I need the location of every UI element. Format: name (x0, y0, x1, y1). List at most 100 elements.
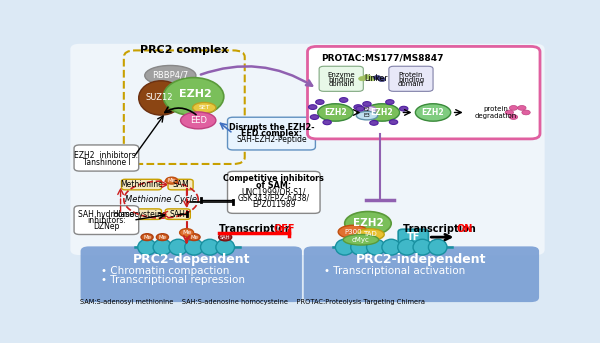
Ellipse shape (200, 239, 219, 255)
Circle shape (354, 105, 362, 109)
Ellipse shape (364, 104, 400, 121)
Ellipse shape (428, 239, 447, 255)
Circle shape (359, 76, 366, 81)
Ellipse shape (413, 239, 431, 255)
Text: PRC2 complex: PRC2 complex (140, 45, 229, 56)
Text: SAM:S-adenosyl methionine    SAH:S-adenosine homocysteine    PROTAC:Proteolysis : SAM:S-adenosyl methionine SAH:S-adenosin… (80, 299, 425, 305)
Circle shape (400, 106, 408, 111)
Ellipse shape (216, 239, 235, 255)
Text: Me: Me (158, 235, 166, 240)
Text: Me: Me (143, 235, 151, 240)
Circle shape (310, 115, 319, 119)
Ellipse shape (382, 239, 401, 255)
Text: UNC1999/OR-S1/: UNC1999/OR-S1/ (242, 187, 306, 196)
Ellipse shape (163, 78, 224, 116)
Text: of SAM:: of SAM: (256, 181, 292, 190)
Ellipse shape (343, 235, 379, 245)
Text: GSK343/EPZ-6438/: GSK343/EPZ-6438/ (238, 193, 310, 203)
Circle shape (316, 100, 324, 104)
Circle shape (518, 106, 526, 110)
Text: SAH: SAH (220, 235, 230, 240)
Text: EZH2: EZH2 (179, 89, 211, 99)
Ellipse shape (138, 239, 157, 255)
Text: Protein: Protein (399, 72, 423, 79)
Circle shape (509, 106, 518, 110)
Ellipse shape (351, 239, 370, 255)
FancyBboxPatch shape (165, 209, 190, 220)
Text: binding: binding (398, 77, 424, 83)
Text: inhibitors:: inhibitors: (87, 216, 126, 225)
Circle shape (505, 110, 514, 115)
Text: SAH: SAH (170, 210, 186, 218)
Circle shape (340, 98, 348, 102)
Circle shape (522, 110, 530, 115)
Text: • Transcriptional repression: • Transcriptional repression (101, 275, 245, 285)
Circle shape (389, 120, 398, 125)
Text: RBBP4/7: RBBP4/7 (152, 71, 188, 80)
Circle shape (378, 77, 386, 82)
FancyBboxPatch shape (308, 46, 540, 139)
Circle shape (218, 234, 232, 241)
Text: Transcription: Transcription (403, 224, 479, 234)
Text: Homocysteine: Homocysteine (112, 210, 166, 218)
Text: • Transcriptional activation: • Transcriptional activation (324, 266, 465, 276)
Text: EZH2: EZH2 (422, 108, 445, 117)
Text: domain: domain (328, 82, 354, 87)
FancyBboxPatch shape (74, 145, 139, 171)
Text: cMyc: cMyc (352, 237, 370, 243)
Circle shape (188, 234, 200, 240)
Text: PRC2-independent: PRC2-independent (356, 252, 487, 265)
Text: Disrupts the EZH2-: Disrupts the EZH2- (229, 123, 314, 132)
Text: SUZ12: SUZ12 (146, 93, 173, 103)
Ellipse shape (358, 106, 376, 114)
FancyBboxPatch shape (80, 246, 302, 302)
Circle shape (368, 76, 376, 81)
FancyBboxPatch shape (227, 172, 320, 213)
Circle shape (157, 234, 169, 240)
Circle shape (363, 75, 371, 79)
FancyBboxPatch shape (227, 117, 316, 150)
Text: E3: E3 (364, 113, 370, 118)
Text: SAM: SAM (172, 180, 189, 189)
Text: EPZ011989: EPZ011989 (252, 200, 296, 209)
Text: Enzyme: Enzyme (328, 72, 355, 79)
Text: TF: TF (407, 232, 420, 242)
Circle shape (179, 229, 194, 237)
Ellipse shape (193, 103, 216, 113)
Text: EZH2: EZH2 (371, 108, 393, 117)
Text: Me: Me (182, 230, 191, 235)
Circle shape (509, 115, 518, 119)
Circle shape (374, 75, 381, 80)
Text: EZH2: EZH2 (353, 218, 383, 228)
Ellipse shape (145, 66, 196, 85)
FancyBboxPatch shape (168, 179, 193, 190)
Text: Competitive inhibitors: Competitive inhibitors (223, 174, 324, 183)
Text: binding: binding (328, 77, 354, 83)
Text: SAH-EZH2-Peptide: SAH-EZH2-Peptide (236, 135, 307, 144)
Circle shape (356, 106, 364, 111)
FancyBboxPatch shape (319, 66, 364, 91)
Ellipse shape (356, 111, 378, 120)
Ellipse shape (169, 239, 188, 255)
Text: Linker: Linker (365, 74, 388, 83)
Text: TAD: TAD (364, 232, 377, 237)
Ellipse shape (338, 225, 368, 238)
Text: • Chromatin compaction: • Chromatin compaction (101, 266, 229, 276)
Text: SET: SET (199, 105, 210, 110)
FancyBboxPatch shape (398, 229, 428, 245)
Ellipse shape (153, 239, 172, 255)
Circle shape (363, 102, 371, 106)
FancyBboxPatch shape (121, 179, 161, 190)
Ellipse shape (344, 212, 391, 235)
Circle shape (308, 105, 317, 109)
Text: protein
degradation: protein degradation (475, 106, 517, 119)
Text: Me: Me (168, 178, 176, 183)
Circle shape (166, 177, 178, 184)
Text: domain: domain (398, 82, 424, 87)
Text: EED complex:: EED complex: (241, 129, 302, 138)
Text: E2: E2 (364, 107, 370, 112)
FancyBboxPatch shape (74, 206, 139, 235)
Text: Tanshinone I: Tanshinone I (83, 158, 130, 167)
Text: SAH hydrolase: SAH hydrolase (79, 210, 134, 219)
Circle shape (370, 120, 378, 125)
